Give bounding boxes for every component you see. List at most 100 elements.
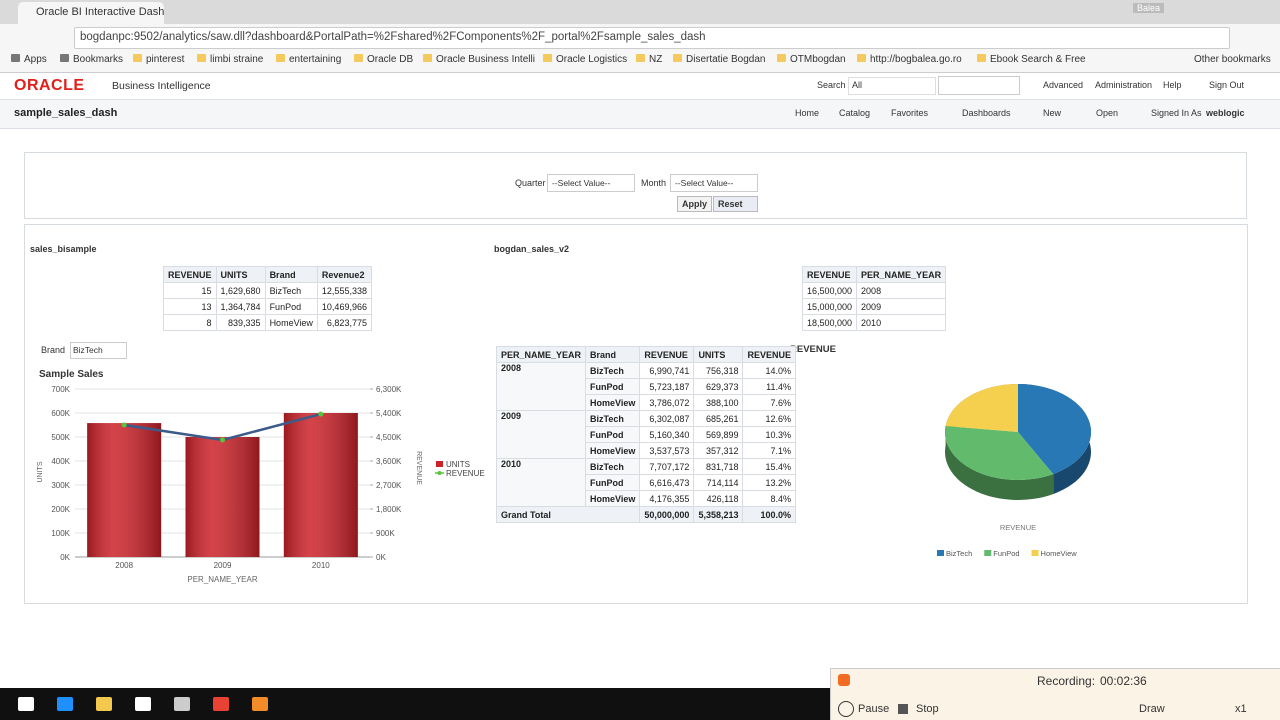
bookmark[interactable]: entertaining bbox=[289, 54, 342, 65]
cell: 685,261 bbox=[693, 410, 744, 427]
cell: 2009 bbox=[856, 298, 947, 315]
cell: HomeView bbox=[585, 394, 641, 411]
taskbar-icon[interactable] bbox=[135, 697, 151, 711]
section-title: bogdan_sales_v2 bbox=[494, 244, 570, 254]
prompt-label: Quarter bbox=[515, 178, 546, 188]
cell: 15.4% bbox=[742, 458, 796, 475]
reset-button[interactable]: Reset bbox=[713, 196, 758, 212]
header-link[interactable]: Help bbox=[1163, 80, 1182, 90]
dashboard-bar bbox=[0, 100, 1280, 129]
prompt-value[interactable]: BizTech bbox=[73, 345, 103, 355]
prompt-value[interactable]: --Select Value-- bbox=[552, 178, 611, 188]
row: 2010 BizTech 7,707,172 831,718 15.4% bbox=[495, 458, 796, 507]
row: FunPod 5,160,340 569,899 10.3% bbox=[497, 426, 796, 443]
pause-icon[interactable] bbox=[838, 701, 854, 717]
cell: 11.4% bbox=[742, 378, 796, 395]
nav-link[interactable]: Open bbox=[1096, 108, 1119, 118]
nav-link[interactable]: Home bbox=[795, 108, 820, 118]
bookmark[interactable]: Other bookmarks bbox=[1194, 54, 1271, 65]
nav-link[interactable]: Dashboards bbox=[962, 108, 1011, 118]
row: 2008 BizTech 6,990,741 756,318 14.0% bbox=[495, 362, 796, 411]
header-link[interactable]: Advanced bbox=[1043, 80, 1084, 90]
profile-name[interactable]: Balea bbox=[1133, 3, 1165, 13]
year-cell: 2010 bbox=[495, 458, 587, 507]
taskbar-icon[interactable] bbox=[213, 697, 229, 711]
cell: BizTech bbox=[585, 410, 641, 427]
tab-title[interactable]: Oracle BI Interactive Dash bbox=[36, 6, 165, 18]
nav-link[interactable]: New bbox=[1043, 108, 1062, 118]
cell: 1,364,784 bbox=[215, 298, 266, 315]
product-name: Business Intelligence bbox=[112, 80, 211, 92]
bookmark[interactable]: OTMbogdan bbox=[790, 54, 846, 65]
cell: 839,335 bbox=[215, 314, 266, 331]
zoom-level[interactable]: x1 bbox=[1235, 703, 1247, 715]
apply-button[interactable]: Apply bbox=[677, 196, 713, 212]
cell: 569,899 bbox=[693, 426, 744, 443]
taskbar-icon[interactable] bbox=[252, 697, 268, 711]
bookmark[interactable]: http://bogbalea.go.ro bbox=[870, 54, 962, 65]
brand-select[interactable] bbox=[70, 342, 127, 359]
search-scope-value[interactable]: All bbox=[852, 80, 863, 90]
column-header: PER_NAME_YEAR bbox=[856, 266, 947, 283]
header-row: PER_NAME_YEAR Brand REVENUE UNITS REVENUE bbox=[495, 346, 796, 363]
cell: 3,537,573 bbox=[639, 442, 695, 459]
bookmark[interactable]: Oracle Logistics bbox=[556, 54, 628, 65]
signed-in-user[interactable]: weblogic bbox=[1206, 108, 1245, 118]
bookmark-icon bbox=[276, 54, 285, 62]
bookmark[interactable]: Oracle Business Intelli bbox=[436, 54, 535, 65]
cell: 10.3% bbox=[742, 426, 796, 443]
recording-time: 00:02:36 bbox=[1100, 674, 1147, 688]
tab[interactable] bbox=[18, 2, 164, 24]
table: REVENUE UNITS Brand Revenue2 15 1,629,680 BizT… bbox=[163, 266, 372, 331]
month-select[interactable] bbox=[670, 174, 758, 192]
row: FunPod 5,723,187 629,373 11.4% bbox=[497, 378, 796, 395]
row: 15 1,629,680 BizTech 12,555,338 bbox=[163, 282, 372, 299]
draw-button[interactable]: Draw bbox=[1139, 703, 1165, 715]
stop-button[interactable]: Stop bbox=[916, 703, 939, 715]
cell: 8.4% bbox=[742, 490, 796, 507]
cell: 831,718 bbox=[693, 458, 744, 475]
bookmark[interactable]: Apps bbox=[24, 54, 47, 65]
signed-in-label: Signed In As bbox=[1151, 108, 1202, 118]
cell: BizTech bbox=[264, 282, 318, 299]
year-cell: 2009 bbox=[495, 410, 587, 459]
bookmark[interactable]: Oracle DB bbox=[367, 54, 414, 65]
cell: 6,990,741 bbox=[639, 362, 695, 379]
cell: 15 bbox=[163, 282, 217, 299]
bookmark[interactable]: Bookmarks bbox=[73, 54, 124, 65]
recorder-icon bbox=[838, 674, 850, 686]
bookmark[interactable]: NZ bbox=[649, 54, 663, 65]
cell: FunPod bbox=[585, 474, 641, 491]
cell: 357,312 bbox=[693, 442, 744, 459]
column-header: REVENUE bbox=[801, 266, 858, 283]
search-box[interactable] bbox=[938, 76, 1020, 95]
taskbar-icon[interactable] bbox=[18, 697, 34, 711]
nav-link[interactable]: Favorites bbox=[891, 108, 929, 118]
taskbar-icon[interactable] bbox=[57, 697, 73, 711]
search-scope[interactable] bbox=[848, 77, 936, 95]
cell: 8 bbox=[163, 314, 217, 331]
cell: 7,707,172 bbox=[639, 458, 695, 475]
taskbar-icon[interactable] bbox=[96, 697, 112, 711]
bookmark[interactable]: limbi straine bbox=[210, 54, 264, 65]
prompt-section bbox=[24, 152, 1247, 219]
bookmark[interactable]: Disertatie Bogdan bbox=[686, 54, 766, 65]
bookmark[interactable]: pinterest bbox=[146, 54, 185, 65]
url[interactable]: bogdanpc:9502/analytics/saw.dll?dashboar… bbox=[80, 31, 706, 43]
row: 2009 BizTech 6,302,087 685,261 12.6% bbox=[495, 410, 796, 459]
column-header: Revenue2 bbox=[316, 266, 372, 283]
stop-icon[interactable] bbox=[898, 704, 908, 714]
quarter-select[interactable] bbox=[547, 174, 635, 192]
bookmark[interactable]: Ebook Search & Free bbox=[990, 54, 1086, 65]
bookmark-icon bbox=[636, 54, 645, 62]
row: 18,500,000 2010 bbox=[801, 314, 947, 331]
header-link[interactable]: Sign Out bbox=[1209, 80, 1245, 90]
cell: 2010 bbox=[856, 314, 947, 331]
nav-link[interactable]: Catalog bbox=[839, 108, 871, 118]
pause-button[interactable]: Pause bbox=[858, 703, 890, 715]
header-link[interactable]: Administration bbox=[1095, 80, 1153, 90]
cell: 7.1% bbox=[742, 442, 796, 459]
address-bar[interactable] bbox=[74, 27, 1230, 49]
prompt-value[interactable]: --Select Value-- bbox=[675, 178, 734, 188]
taskbar-icon[interactable] bbox=[174, 697, 190, 711]
